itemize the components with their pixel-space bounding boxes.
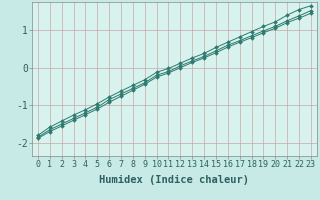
X-axis label: Humidex (Indice chaleur): Humidex (Indice chaleur) — [100, 175, 249, 185]
